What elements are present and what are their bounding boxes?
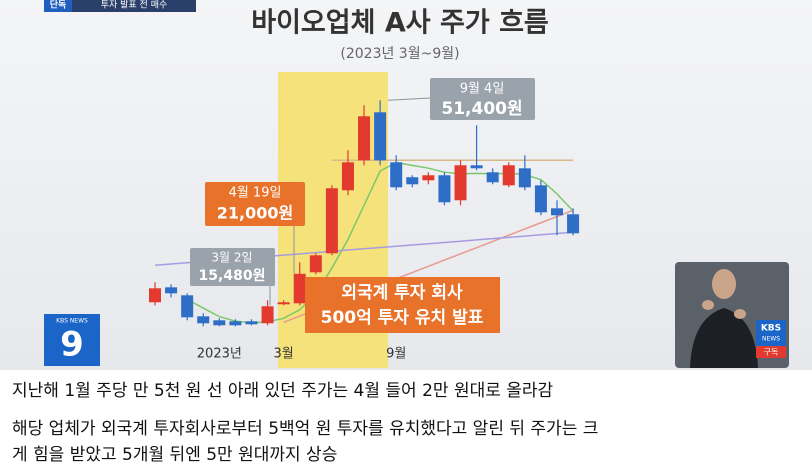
annotation-date: 9월 4일 xyxy=(460,82,505,97)
chart-subtitle: (2023년 3월~9월) xyxy=(340,46,459,62)
candle-body xyxy=(229,321,242,326)
candle-body xyxy=(567,214,580,234)
news-logo-text: KBS NEWS xyxy=(56,318,88,325)
annotation-label: 51,400원 xyxy=(441,99,522,119)
candle-body xyxy=(518,168,531,188)
candle-body xyxy=(325,188,338,254)
interpreter-hand xyxy=(702,300,714,310)
caption-line: 지난해 1월 주당 만 5천 원 선 아래 있던 주가는 4월 들어 2만 원대… xyxy=(12,381,554,401)
news-logo xyxy=(44,314,100,366)
badge-text: 투자 발표 전 매수 xyxy=(101,0,168,11)
broadcast-frame: 2023년 3월 9월 단독 투자 발표 전 매수 바이오업체 A사 주가 흐름 (… xyxy=(0,0,812,370)
candle-body xyxy=(341,162,354,191)
interpreter-head xyxy=(712,269,736,299)
candle-body xyxy=(406,177,419,185)
interpreter-hand xyxy=(734,309,746,319)
candle-body xyxy=(534,185,547,213)
candle-body xyxy=(277,302,290,305)
note-line: 외국계 투자 회사 xyxy=(341,283,463,303)
sign-logo-text: KBS xyxy=(761,324,781,334)
news-logo-number: 9 xyxy=(60,325,84,365)
candle-body xyxy=(438,175,451,203)
plot: 2023년 3월 9월 xyxy=(149,97,580,362)
badge: 단독 xyxy=(50,0,67,11)
x-tick-label: 2023년 xyxy=(197,347,242,362)
candle-body xyxy=(293,273,306,304)
interpreter-body xyxy=(690,308,758,368)
annotation-date: 4월 19일 xyxy=(229,186,282,201)
candle-body xyxy=(165,287,178,294)
annotation-label: 15,480원 xyxy=(199,268,266,284)
sign-logo-sub: NEWS xyxy=(762,336,780,343)
candle-body xyxy=(502,165,515,186)
candle-body xyxy=(390,162,403,188)
candle-body xyxy=(213,320,226,326)
annotation-leader xyxy=(387,97,431,101)
candle-body xyxy=(454,165,467,201)
candle-body xyxy=(181,295,194,318)
candle-body xyxy=(358,116,371,161)
annotation-box xyxy=(190,248,275,286)
candle-body xyxy=(551,208,563,216)
sign-logo xyxy=(756,320,786,346)
candle-body xyxy=(374,112,387,161)
note-line: 500억 투자 유치 발표 xyxy=(321,308,484,328)
annotation-box xyxy=(205,182,305,226)
candle-body xyxy=(149,288,161,303)
subscribe-bg xyxy=(756,346,786,358)
candle-body xyxy=(245,321,258,325)
annotation-box xyxy=(430,78,535,120)
caption-line: 해당 업체가 외국계 투자회사로부터 5백억 원 투자를 유치했다고 알린 뒤 … xyxy=(12,419,599,439)
badge-bg xyxy=(44,0,72,12)
badge-text-bg xyxy=(72,0,196,12)
chart-title: 바이오업체 A사 주가 흐름 xyxy=(251,8,549,39)
note-box xyxy=(305,277,500,333)
candle-body xyxy=(309,255,322,273)
annotation-label: 21,000원 xyxy=(217,204,293,223)
candle-body xyxy=(422,175,435,181)
candle-body xyxy=(261,306,274,324)
x-tick-label: 9월 xyxy=(386,347,406,362)
annotation-date: 3월 2일 xyxy=(211,251,252,265)
candle-body xyxy=(197,316,210,324)
x-tick-label: 3월 xyxy=(274,347,294,362)
subscribe: 구독 xyxy=(764,348,779,357)
candle-body xyxy=(470,165,483,169)
candle-body xyxy=(486,172,499,183)
caption-line: 게 힘을 받았고 5개월 뒤엔 5만 원대까지 상승 xyxy=(12,445,338,465)
